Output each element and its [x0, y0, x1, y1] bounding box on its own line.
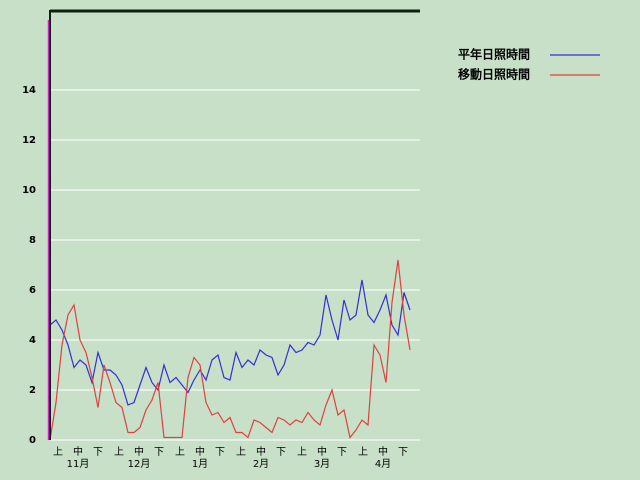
month-label: 4月 — [375, 458, 391, 470]
series-line — [49, 279, 411, 406]
x-tick-label: 上 — [53, 446, 63, 458]
x-tick-label: 中 — [134, 445, 144, 458]
y-tick-label: 0 — [29, 435, 36, 446]
x-tick-label: 中 — [73, 445, 83, 458]
x-tick-label: 下 — [337, 447, 347, 458]
x-tick-label: 下 — [398, 447, 408, 458]
x-tick-label: 中 — [256, 445, 266, 458]
x-tick-label: 中 — [317, 445, 327, 458]
legend-label: 移動日照時間 — [458, 67, 530, 82]
x-tick-label: 上 — [297, 446, 307, 458]
x-tick-label: 上 — [236, 446, 246, 458]
y-tick-label: 4 — [29, 335, 36, 346]
x-tick-label: 上 — [358, 446, 368, 458]
x-tick-label: 中 — [378, 445, 388, 458]
legend-label: 平年日照時間 — [458, 47, 530, 62]
y-tick-label: 8 — [29, 235, 36, 246]
y-tick-label: 6 — [29, 285, 36, 296]
month-label: 11月 — [67, 458, 90, 470]
y-tick-label: 12 — [22, 135, 36, 146]
y-tick-label: 14 — [22, 85, 36, 96]
x-tick-label: 下 — [154, 447, 164, 458]
y-tick-label: 10 — [22, 185, 36, 196]
series-line — [49, 259, 411, 441]
month-label: 3月 — [314, 458, 330, 470]
x-tick-label: 上 — [114, 446, 124, 458]
x-tick-label: 下 — [215, 447, 225, 458]
y-tick-label: 2 — [29, 385, 36, 396]
x-tick-label: 下 — [276, 447, 286, 458]
x-tick-label: 下 — [93, 447, 103, 458]
month-label: 1月 — [192, 458, 208, 470]
x-tick-label: 中 — [195, 445, 205, 458]
x-tick-label: 上 — [175, 446, 185, 458]
month-label: 12月 — [128, 458, 151, 470]
month-label: 2月 — [253, 458, 269, 470]
